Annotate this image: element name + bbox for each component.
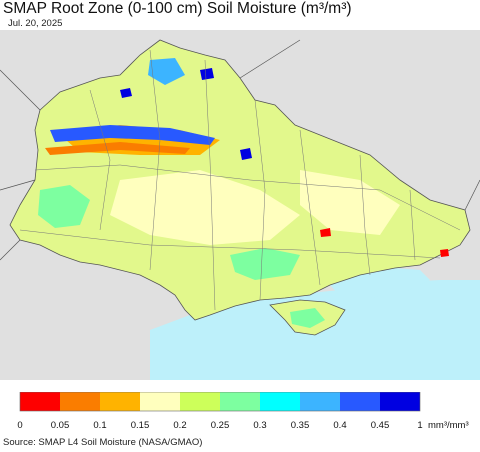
orange-strip [45, 142, 190, 155]
sea-of-azov [330, 268, 430, 298]
legend-tick-label: 0.35 [291, 420, 310, 431]
legend-tick-label: 1 [417, 420, 422, 431]
legend-tick-label: 0.2 [173, 420, 186, 431]
legend-swatch [260, 392, 300, 411]
country-borders [0, 39, 480, 261]
very-wet-band [50, 125, 215, 145]
legend-swatch [100, 392, 140, 411]
legend-swatch [220, 392, 260, 411]
legend: 0 0.05 0.1 0.15 0.2 0.25 0.3 0.35 0.4 0.45 1 mm³/m… [0, 391, 480, 432]
legend-tick-label: 0.05 [51, 420, 70, 431]
legend-swatch [140, 392, 180, 411]
legend-tick-label: 0.3 [253, 420, 266, 431]
moist-patch-south [230, 248, 300, 280]
legend-tick-label: 0.15 [131, 420, 150, 431]
legend-swatch [300, 392, 340, 411]
legend-tick-label: 0.1 [93, 420, 106, 431]
moist-patch-west [38, 185, 90, 228]
blue-north-patch [148, 58, 185, 85]
map-title: SMAP Root Zone (0-100 cm) Soil Moisture … [3, 0, 352, 17]
legend-swatch [180, 392, 220, 411]
ukraine-land [9, 39, 471, 321]
legend-swatch [380, 392, 420, 411]
legend-svg: 0 0.05 0.1 0.15 0.2 0.25 0.3 0.35 0.4 0.45 1 mm³/m… [17, 391, 469, 431]
crimea-moist [290, 308, 325, 328]
legend-unit: mm³/mm³ [428, 420, 469, 431]
wet-patch-east [300, 170, 400, 235]
legend-tick-label: 0.4 [333, 420, 346, 431]
legend-tick-label: 0.25 [211, 420, 230, 431]
oblast-boundaries [19, 49, 461, 311]
legend-swatch [60, 392, 100, 411]
wet-patch-central [110, 170, 300, 245]
source-note: Source: SMAP L4 Soil Moisture (NASA/GMAO… [3, 437, 203, 448]
soil-moisture-map [0, 30, 480, 380]
legend-swatch [340, 392, 380, 411]
legend-border [19, 391, 421, 412]
legend-tick-label: 0.45 [371, 420, 390, 431]
legend-tick-label: 0 [17, 420, 22, 431]
map-date: Jul. 20, 2025 [8, 18, 63, 29]
legend-swatch [20, 392, 60, 411]
